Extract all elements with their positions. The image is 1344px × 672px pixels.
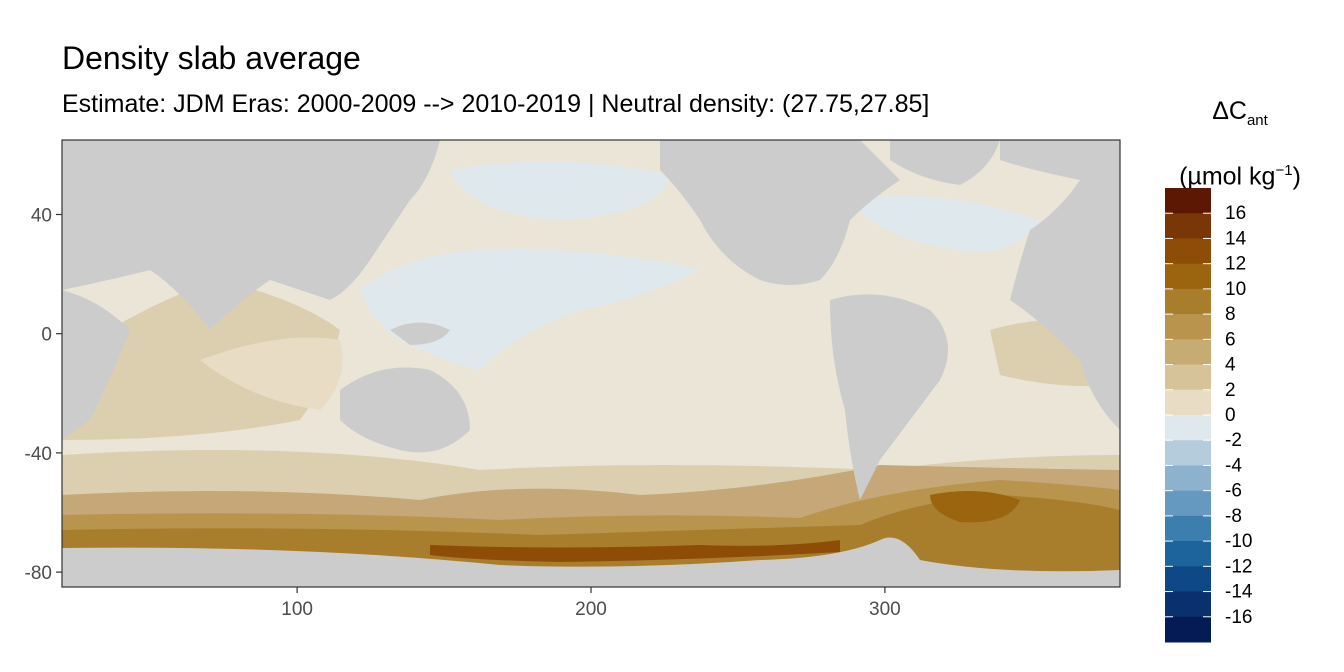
land-north-america xyxy=(660,140,900,285)
legend-unit-post: ) xyxy=(1292,162,1301,191)
legend-color-step xyxy=(1165,541,1211,567)
legend-color-step xyxy=(1165,263,1211,290)
legend-label: 16 xyxy=(1225,203,1246,224)
legend-label: -16 xyxy=(1225,607,1252,628)
land-antarctica xyxy=(62,537,1120,587)
north-pacific-field xyxy=(450,161,670,220)
legend-color-step xyxy=(1165,440,1211,466)
y-tick-label: 40 xyxy=(31,206,52,227)
land-south-america xyxy=(830,294,948,500)
legend-color-step xyxy=(1165,314,1211,340)
southern-ocean-core xyxy=(930,491,1020,523)
legend-color-step xyxy=(1165,591,1211,618)
legend-color-step xyxy=(1165,188,1211,214)
legend-unit-sup: −1 xyxy=(1275,162,1293,179)
legend-label: -4 xyxy=(1225,455,1242,476)
legend-title-sub: ant xyxy=(1246,112,1268,129)
legend-color-step xyxy=(1165,389,1211,416)
legend-label: 6 xyxy=(1225,329,1236,350)
legend-color-step xyxy=(1165,566,1211,593)
land-maritime-continent xyxy=(390,322,450,345)
x-axis: 100 200 300 xyxy=(281,587,901,620)
legend-color-step xyxy=(1165,616,1211,643)
land-greenland xyxy=(890,140,1000,185)
legend-label: 2 xyxy=(1225,380,1236,401)
land xyxy=(62,140,1120,587)
antarctic-margin-deep xyxy=(430,540,840,562)
legend-color-step xyxy=(1165,415,1211,441)
legend-label: -2 xyxy=(1225,430,1242,451)
west-pacific-field xyxy=(360,248,700,370)
chart-subtitle: Estimate: JDM Eras: 2000-2009 --> 2010-2… xyxy=(62,90,930,118)
legend-label: 8 xyxy=(1225,304,1236,325)
legend-color-step xyxy=(1165,515,1211,542)
legend-color-step xyxy=(1165,364,1211,391)
legend-label: -10 xyxy=(1225,531,1252,552)
legend-label: 14 xyxy=(1225,228,1247,249)
x-tick-label: 200 xyxy=(575,599,607,620)
chart-title: Density slab average xyxy=(62,40,361,76)
legend-color-step xyxy=(1165,490,1211,517)
land-australia xyxy=(340,367,470,453)
y-axis: 40 0 -40 -80 xyxy=(25,206,62,584)
legend-label: -14 xyxy=(1225,582,1253,603)
indian-ocean-equatorial-field xyxy=(200,337,343,410)
y-tick-label: -80 xyxy=(25,563,52,584)
map-panel xyxy=(62,140,1120,587)
legend-label: 4 xyxy=(1225,355,1236,376)
legend-title: ΔCant (µmol kg−1) xyxy=(1160,86,1320,201)
legend-color-step xyxy=(1165,288,1211,315)
land-europe-africa-east xyxy=(1000,140,1120,430)
y-tick-label: -40 xyxy=(25,444,52,465)
legend-label: -6 xyxy=(1225,481,1242,502)
land-africa-east xyxy=(62,290,130,440)
legend: 16 14 12 10 8 6 4 2 0 -2 -4 -6 -8 -10 -12 -14 -16 xyxy=(1165,188,1253,643)
legend-label: -8 xyxy=(1225,506,1242,527)
x-tick-label: 100 xyxy=(281,599,313,620)
legend-color-step xyxy=(1165,339,1211,366)
land-asia-europe xyxy=(62,140,440,330)
legend-label: 0 xyxy=(1225,405,1236,426)
legend-label: -12 xyxy=(1225,556,1252,577)
legend-color-step xyxy=(1165,238,1211,265)
y-tick-label: 0 xyxy=(41,325,52,346)
legend-color-step xyxy=(1165,465,1211,492)
legend-title-main: ΔC xyxy=(1212,97,1247,125)
legend-color-step xyxy=(1165,213,1211,239)
north-atlantic-field xyxy=(850,195,1040,252)
legend-label: 10 xyxy=(1225,279,1246,300)
legend-label: 12 xyxy=(1225,254,1246,275)
legend-unit-pre: (µmol kg xyxy=(1179,162,1276,191)
x-tick-label: 300 xyxy=(869,599,901,620)
